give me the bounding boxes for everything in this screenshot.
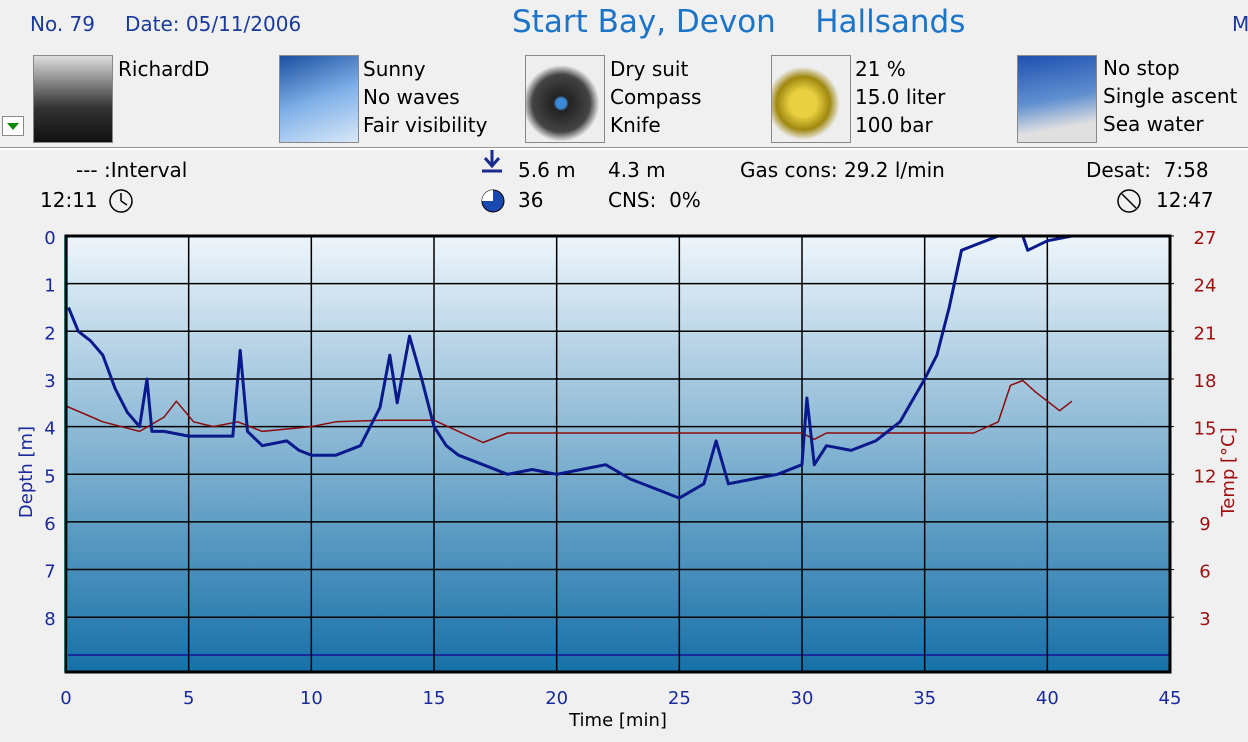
separator <box>0 147 1248 150</box>
panel-line: Single ascent <box>1103 84 1238 108</box>
y-tick-label: 8 <box>44 609 55 630</box>
y-tick-label: 6 <box>44 514 55 535</box>
depth-line <box>67 234 1073 500</box>
x-tick-label: 40 <box>1036 688 1059 709</box>
y2-tick-label: 3 <box>1199 609 1210 630</box>
x-tick-label: 0 <box>60 688 71 709</box>
start-time: 12:11 <box>40 188 98 212</box>
x-tick-label: 20 <box>545 688 568 709</box>
panel-line: 100 bar <box>855 113 933 137</box>
y2-axis-label: Temp [°C] <box>1218 427 1239 517</box>
dive-number: No. 79 <box>30 12 96 36</box>
panel-line: 21 % <box>855 57 906 81</box>
panel-line: Compass <box>610 85 702 109</box>
x-tick-label: 45 <box>1159 688 1182 709</box>
max-depth: 5.6 m <box>518 158 576 182</box>
duration: 36 <box>518 188 544 212</box>
y-axis-label: Depth [m] <box>16 426 37 518</box>
avg-depth: 4.3 m <box>608 158 666 182</box>
y-tick-label: 2 <box>44 323 55 344</box>
gas-panel: 21 % 15.0 liter 100 bar <box>855 55 945 139</box>
y2-tick-label: 9 <box>1199 514 1210 535</box>
desaturation: Desat: 7:58 <box>1086 158 1209 182</box>
y-tick-label: 7 <box>44 562 55 583</box>
y-tick-label: 5 <box>44 466 55 487</box>
dive-type-icon <box>1017 55 1097 143</box>
diver-panel: RichardD <box>118 55 209 83</box>
dropdown-arrow <box>7 123 19 130</box>
panel-line: No stop <box>1103 56 1180 80</box>
y2-tick-label: 24 <box>1194 276 1217 297</box>
panel-line: Fair visibility <box>363 113 488 137</box>
diver-photo <box>33 55 113 143</box>
y2-tick-label: 15 <box>1194 419 1217 440</box>
x-axis-label: Time [min] <box>568 710 667 731</box>
x-tick-label: 35 <box>913 688 936 709</box>
end-time: 12:47 <box>1156 188 1214 212</box>
dive-type-panel: No stop Single ascent Sea water <box>1103 54 1237 138</box>
dropdown-button[interactable] <box>2 116 24 136</box>
panel-line: Dry suit <box>610 57 689 81</box>
x-tick-label: 30 <box>791 688 814 709</box>
x-tick-label: 15 <box>423 688 446 709</box>
tank-icon <box>771 55 851 143</box>
y-tick-label: 3 <box>44 371 55 392</box>
x-tick-label: 5 <box>183 688 194 709</box>
y2-tick-label: 18 <box>1194 371 1217 392</box>
x-tick-label: 10 <box>300 688 323 709</box>
dive-date: Date: 05/11/2006 <box>125 12 302 36</box>
weather-icon <box>279 55 359 143</box>
panel-line: No waves <box>363 85 460 109</box>
y2-tick-label: 21 <box>1194 323 1217 344</box>
panel-line: Sea water <box>1103 112 1204 136</box>
temperature-line <box>65 379 1073 444</box>
panel-line: Sunny <box>363 57 426 81</box>
equipment-panel: Dry suit Compass Knife <box>610 55 701 139</box>
cut-text: M <box>1232 12 1248 36</box>
plot-border <box>64 234 1172 674</box>
panel-line: 15.0 liter <box>855 85 946 109</box>
panel-line: Knife <box>610 113 661 137</box>
stat-icons <box>109 150 1141 213</box>
y-tick-label: 4 <box>44 419 55 440</box>
y2-tick-label: 12 <box>1194 466 1217 487</box>
cns: CNS: 0% <box>608 188 701 212</box>
plot-background <box>66 236 1170 672</box>
conditions-panel: Sunny No waves Fair visibility <box>363 55 487 139</box>
y-tick-label: 1 <box>44 276 55 297</box>
interval: --- :Interval <box>76 158 188 182</box>
equipment-icon <box>525 55 605 143</box>
y2-tick-label: 27 <box>1194 228 1217 249</box>
x-tick-label: 25 <box>668 688 691 709</box>
gas-consumption: Gas cons: 29.2 l/min <box>740 158 945 182</box>
y2-tick-label: 6 <box>1199 562 1210 583</box>
y-tick-label: 0 <box>44 228 55 249</box>
site-title: Start Bay, Devon Hallsands <box>512 4 966 40</box>
panel-line: RichardD <box>118 57 210 81</box>
